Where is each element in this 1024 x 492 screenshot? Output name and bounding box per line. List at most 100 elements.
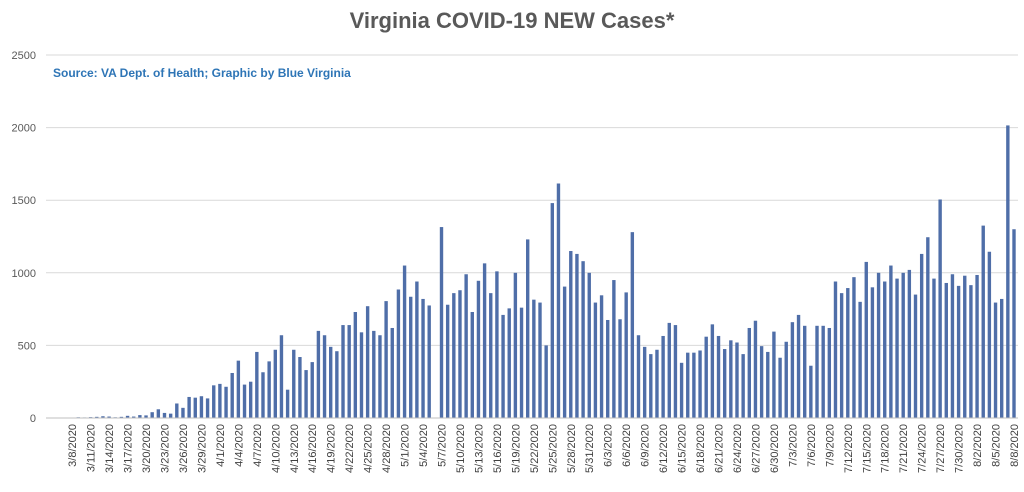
x-tick-label: 5/10/2020 [455, 424, 467, 473]
bar [445, 304, 450, 418]
y-tick-label: 0 [30, 413, 36, 425]
x-tick-label: 5/19/2020 [510, 424, 522, 473]
bar [661, 335, 665, 418]
bar [876, 272, 881, 418]
bar [606, 319, 610, 418]
bar [470, 312, 474, 418]
bar [587, 272, 591, 418]
bar [766, 351, 770, 418]
bar [1000, 298, 1004, 418]
bar [790, 322, 795, 418]
x-tick-label: 8/8/2020 [1009, 424, 1021, 467]
x-tick-label: 7/18/2020 [880, 424, 892, 473]
bar [889, 265, 893, 418]
bar [919, 253, 924, 418]
x-tick-label: 4/22/2020 [344, 424, 356, 473]
bar [329, 346, 333, 418]
x-tick-label: 4/19/2020 [326, 424, 338, 473]
x-tick-label: 8/2/2020 [972, 424, 984, 467]
x-tick-label: 3/20/2020 [141, 424, 153, 473]
x-tick-label: 3/11/2020 [86, 424, 98, 472]
bar [335, 351, 339, 418]
x-tick-label: 6/9/2020 [640, 424, 652, 467]
bar [347, 325, 351, 418]
axes: 0 500 1000 1500 2000 2500 3/8/2020 3/11/2020 3/1… [12, 50, 1021, 473]
bar [409, 296, 413, 418]
x-tick-label: 7/24/2020 [917, 424, 929, 473]
x-tick-label: 7/12/2020 [843, 424, 855, 473]
bar [913, 294, 918, 418]
bar [181, 407, 185, 418]
bar [575, 253, 579, 418]
bar [285, 389, 290, 418]
bar [821, 325, 825, 418]
bar [944, 282, 948, 418]
bar [205, 398, 210, 418]
bar [950, 274, 955, 418]
bar [673, 325, 678, 418]
bar [796, 314, 801, 418]
bar [679, 362, 684, 418]
x-tick-label: 4/13/2020 [289, 424, 301, 473]
bar [353, 312, 358, 418]
bar [809, 365, 813, 418]
bar [883, 281, 887, 418]
bar [439, 227, 444, 418]
bar [452, 293, 456, 418]
bar [212, 385, 216, 418]
bar [827, 327, 832, 418]
bar [95, 416, 99, 418]
bar [292, 349, 296, 418]
bar [581, 261, 585, 418]
bar [704, 336, 708, 418]
x-tick-label: 3/23/2020 [160, 424, 172, 473]
bar [341, 325, 345, 418]
bar [932, 278, 936, 418]
bar [538, 302, 542, 418]
x-tick-label: 6/6/2020 [621, 424, 633, 467]
bar [310, 362, 314, 418]
x-tick-label: 3/17/2020 [123, 424, 135, 473]
chart-title: Virginia COVID-19 NEW Cases* [349, 8, 675, 33]
bar [255, 351, 259, 418]
bar [224, 386, 228, 418]
bar [495, 271, 499, 418]
x-tick-label: 6/3/2020 [603, 424, 615, 467]
bar [421, 298, 425, 418]
bar [784, 341, 788, 418]
bar [636, 335, 641, 418]
bar [359, 332, 364, 418]
bar [519, 307, 524, 418]
bar [839, 293, 844, 418]
bar [476, 280, 481, 418]
x-tick-label: 5/1/2020 [400, 424, 412, 467]
x-tick-label: 4/1/2020 [215, 424, 227, 467]
bar [642, 346, 647, 418]
x-tick-label: 7/6/2020 [806, 424, 818, 467]
bar [907, 269, 912, 418]
bar [464, 274, 468, 418]
x-tick-label: 7/27/2020 [935, 424, 947, 473]
bar [273, 349, 277, 418]
bar [846, 288, 850, 418]
x-tick-label: 3/8/2020 [67, 424, 79, 467]
bar [236, 360, 241, 418]
bar [569, 251, 573, 418]
x-tick-label: 6/30/2020 [769, 424, 781, 473]
bar [489, 293, 493, 418]
bar [864, 261, 868, 418]
bar [993, 302, 998, 418]
bar [624, 292, 628, 418]
x-tick-label: 6/15/2020 [677, 424, 689, 473]
bar [803, 325, 807, 418]
bar [772, 331, 776, 418]
y-tick-label: 500 [18, 340, 36, 352]
bar [963, 275, 967, 418]
x-tick-label: 7/9/2020 [824, 424, 836, 467]
bar [279, 335, 284, 418]
bar [532, 299, 536, 418]
bar [550, 203, 555, 418]
bar [230, 372, 234, 418]
x-tick-label: 6/18/2020 [695, 424, 707, 473]
